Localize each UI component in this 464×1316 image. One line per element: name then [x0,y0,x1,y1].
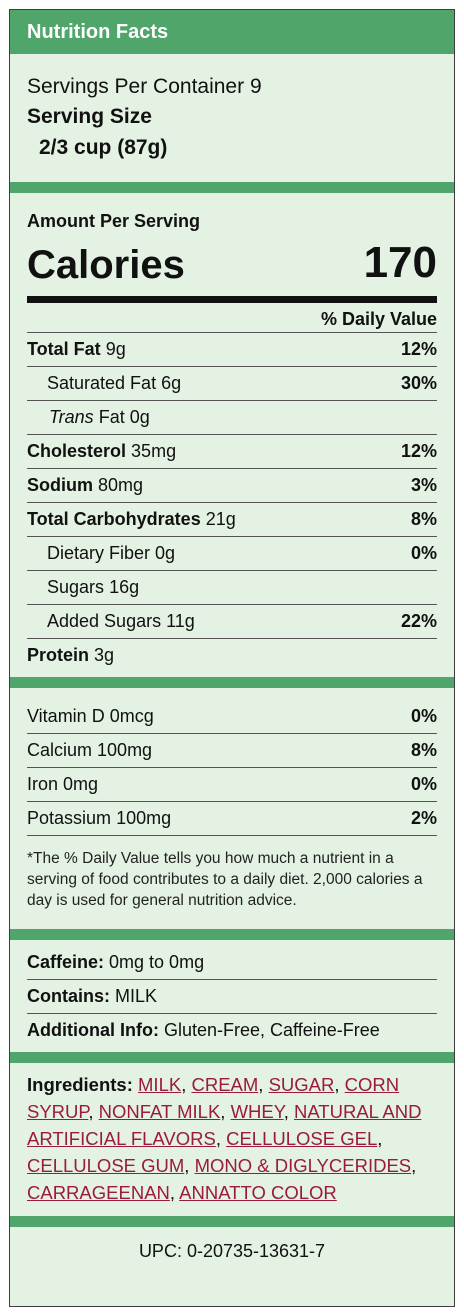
vitamin-amount: 0mcg [109,706,154,726]
vitamin-row-iron: Iron 0mg 0% [27,768,437,802]
calories-row: Calories 170 [27,232,437,290]
nutrient-row-sugars: Sugars 16g [27,571,437,605]
nutrient-dv: 30% [400,373,437,393]
nutrient-dv: 3% [410,475,437,495]
section-divider [10,1216,454,1227]
nutrient-name: Dietary Fiber [47,543,151,563]
nutrient-amount: 0g [129,407,150,427]
ingredients-label: Ingredients: [27,1074,133,1095]
ingredient-link-sugar[interactable]: SUGAR [268,1074,335,1095]
serving-size-value: 2/3 cup (87g) [39,136,168,159]
ingredient-link-nonfat-milk[interactable]: NONFAT MILK [98,1101,221,1122]
servings-label: Servings Per Container [27,75,245,98]
ingredient-link-milk[interactable]: MILK [138,1074,182,1095]
nutrient-row-sodium: Sodium 80mg 3% [27,469,437,503]
caffeine-row: Caffeine: 0mg to 0mg [27,946,437,980]
additional-info-value: Gluten-Free, Caffeine-Free [163,1020,380,1040]
section-divider [10,929,454,940]
vitamin-dv: 2% [410,808,437,828]
nutrient-amount: 16g [109,577,140,597]
nutrient-dv: 22% [400,611,437,631]
nutrient-row-cholesterol: Cholesterol 35mg 12% [27,435,437,469]
nutrient-name: Sugars [47,577,105,597]
ingredient-link-mono-diglycerides[interactable]: MONO & DIGLYCERIDES [194,1155,412,1176]
nutrient-amount: 21g [205,509,236,529]
ingredient-link-corn-syrup[interactable]: CORN SYRUP [27,1074,400,1122]
nutrient-row-trans-fat: Trans Fat 0g [27,401,437,435]
calories-value: 170 [363,238,437,287]
daily-value-footnote: *The % Daily Value tells you how much a … [27,850,423,909]
ingredient-link-natural-artificial-flavors[interactable]: NATURAL AND ARTIFICIAL FLAVORS [27,1101,422,1149]
servings-per-container: Servings Per Container 9 [27,72,437,102]
caffeine-label: Caffeine: [27,952,105,972]
nutrient-row-saturated-fat: Saturated Fat 6g 30% [27,367,437,401]
additional-info-label: Additional Info: [27,1020,159,1040]
vitamin-amount: 0mg [63,774,99,794]
vitamin-dv: 8% [410,740,437,760]
nutrient-name: Total Carbohydrates [27,509,201,529]
ingredients-list: Ingredients: MILK, CREAM, SUGAR, CORN SY… [27,1074,422,1203]
nutrient-amount: 11g [166,611,195,631]
ingredient-link-cream[interactable]: CREAM [191,1074,259,1095]
amount-per-serving: Amount Per Serving [27,211,201,231]
vitamin-name: Calcium [27,740,93,760]
section-divider [10,677,454,688]
ingredient-link-carrageenan[interactable]: CARRAGEENAN [27,1182,170,1203]
nutrient-row-total-fat: Total Fat 9g 12% [27,333,437,367]
vitamin-dv: 0% [410,706,437,726]
nutrient-dv: 12% [400,339,437,359]
nutrient-dv: 12% [400,441,437,461]
contains-label: Contains: [27,986,110,1006]
vitamin-row-potassium: Potassium 100mg 2% [27,802,437,836]
calories-label: Calories [27,243,185,287]
ingredient-link-annatto-color[interactable]: ANNATTO COLOR [179,1182,337,1203]
ingredient-link-whey[interactable]: WHEY [230,1101,284,1122]
nutrient-name: Fat [98,407,125,427]
contains-value: MILK [115,986,158,1006]
ingredient-link-cellulose-gel[interactable]: CELLULOSE GEL [226,1128,378,1149]
nutrient-row-dietary-fiber: Dietary Fiber 0g 0% [27,537,437,571]
vitamin-dv: 0% [410,774,437,794]
vitamin-name: Iron [27,774,59,794]
nutrient-row-total-carbohydrates: Total Carbohydrates 21g 8% [27,503,437,537]
upc-code: UPC: 0-20735-13631-7 [138,1241,326,1261]
nutrient-name: Sodium [27,475,93,495]
vitamin-name: Vitamin D [27,706,105,726]
nutrient-row-protein: Protein 3g [27,639,437,672]
caffeine-value: 0mg to 0mg [109,952,205,972]
nutrient-amount: 80mg [98,475,144,495]
serving-size-label: Serving Size [27,105,152,128]
nutrient-dv: 0% [410,543,437,563]
servings-value: 9 [249,75,262,98]
nutrient-row-added-sugars: Added Sugars 11g 22% [27,605,437,639]
daily-value-header: % Daily Value [27,303,437,333]
vitamin-amount: 100mg [116,808,172,828]
nutrient-name: Protein [27,645,90,665]
nutrient-name: Cholesterol [27,441,127,461]
section-divider [10,182,454,193]
vitamin-row-vitamin-d: Vitamin D 0mcg 0% [27,700,437,734]
nutrient-amount: 35mg [131,441,177,461]
vitamin-name: Potassium [27,808,112,828]
nutrient-name: Total Fat [27,339,101,359]
nutrient-dv: 8% [410,509,437,529]
nutrient-amount: 3g [94,645,115,665]
contains-row: Contains: MILK [27,980,437,1014]
nutrient-amount: 9g [105,339,126,359]
ingredient-link-cellulose-gum[interactable]: CELLULOSE GUM [27,1155,185,1176]
nutrient-name: Added Sugars [47,611,162,631]
vitamin-row-calcium: Calcium 100mg 8% [27,734,437,768]
section-divider [10,1052,454,1063]
calories-rule [27,296,437,303]
nutrient-amount: 6g [161,373,182,393]
panel-title: Nutrition Facts [10,10,454,54]
nutrient-name: Saturated Fat [47,373,157,393]
nutrient-amount: 0g [155,543,176,563]
vitamin-amount: 100mg [97,740,153,760]
additional-info-row: Additional Info: Gluten-Free, Caffeine-F… [27,1014,437,1047]
nutrition-facts-panel: Nutrition Facts Servings Per Container 9… [9,9,455,1307]
nutrient-name-prefix: Trans [49,407,94,427]
